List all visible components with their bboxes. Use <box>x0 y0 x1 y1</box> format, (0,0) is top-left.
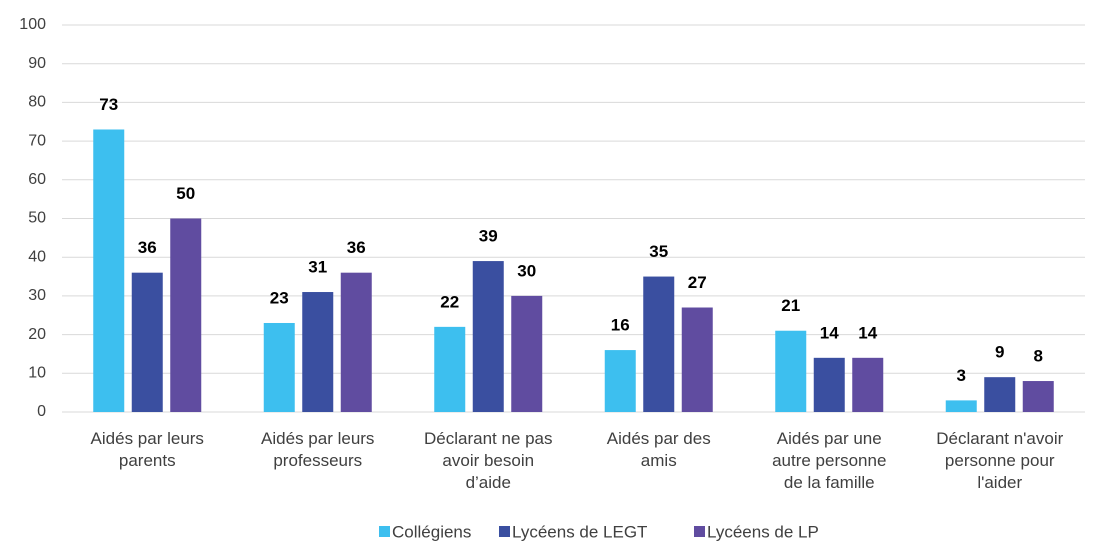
x-tick-label: Déclarant n'avoir personne pour l'aider <box>936 429 1063 492</box>
y-tick-label: 30 <box>28 287 46 304</box>
y-tick-label: 80 <box>28 94 46 111</box>
bar <box>945 400 977 412</box>
bar <box>681 307 713 412</box>
data-label: 30 <box>517 261 536 280</box>
x-tick-label: Aidés par leurs parents <box>91 429 204 470</box>
bar <box>813 357 845 412</box>
x-tick-label: Déclarant ne pas avoir besoin d’aide <box>424 429 553 492</box>
y-tick-label: 20 <box>28 326 46 343</box>
legend-swatch <box>694 526 705 537</box>
bar <box>984 377 1016 412</box>
data-label: 35 <box>649 242 668 261</box>
bar <box>1022 381 1054 412</box>
legend-swatch <box>379 526 390 537</box>
y-tick-label: 100 <box>19 16 46 33</box>
bar <box>93 129 125 413</box>
data-label: 3 <box>957 366 966 385</box>
bar <box>511 295 543 412</box>
bar <box>170 218 202 412</box>
data-label: 21 <box>781 296 800 315</box>
data-label: 27 <box>688 273 707 292</box>
legend-label: Lycéens de LP <box>707 522 819 541</box>
data-label: 36 <box>347 238 366 257</box>
data-label: 23 <box>270 288 289 307</box>
bar <box>131 272 163 412</box>
y-tick-label: 60 <box>28 171 46 188</box>
legend-label: Lycéens de LEGT <box>512 522 647 541</box>
legend-label: Collégiens <box>392 522 471 541</box>
bar <box>263 322 295 412</box>
bar <box>472 261 504 412</box>
y-tick-label: 50 <box>28 210 46 227</box>
data-label: 14 <box>858 323 877 342</box>
bar <box>852 357 884 412</box>
data-label: 9 <box>995 343 1004 362</box>
data-label: 22 <box>440 292 459 311</box>
bar <box>302 292 334 412</box>
y-tick-label: 40 <box>28 248 46 265</box>
y-tick-label: 10 <box>28 365 46 382</box>
data-label: 50 <box>176 184 195 203</box>
x-tick-label: Aidés par leurs professeurs <box>261 429 374 470</box>
data-label: 36 <box>138 238 157 257</box>
y-tick-label: 0 <box>37 403 46 420</box>
y-tick-label: 70 <box>28 132 46 149</box>
x-tick-label: Aidés par des amis <box>607 429 711 470</box>
x-tick-label: Aidés par une autre personne de la famille <box>772 429 886 492</box>
bar <box>340 272 372 412</box>
data-label: 14 <box>820 323 839 342</box>
data-label: 8 <box>1034 347 1043 366</box>
legend-swatch <box>499 526 510 537</box>
y-tick-label: 90 <box>28 55 46 72</box>
bar <box>775 330 807 412</box>
data-label: 73 <box>99 95 118 114</box>
bar <box>604 350 636 412</box>
bar <box>434 326 466 412</box>
data-label: 31 <box>308 258 327 277</box>
data-label: 39 <box>479 227 498 246</box>
data-label: 16 <box>611 316 630 335</box>
bar <box>643 276 675 412</box>
